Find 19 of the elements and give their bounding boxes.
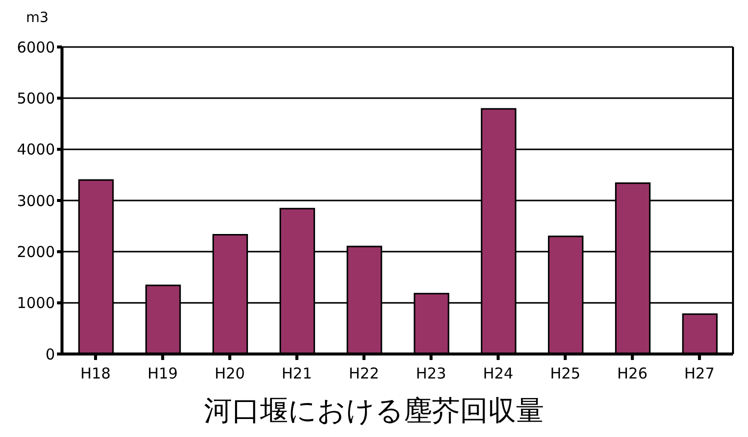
x-tick-label: H19 [147,364,178,383]
y-tick-label: 0 [45,345,55,364]
x-tick-label: H18 [80,364,111,383]
x-tick-label: H27 [684,364,715,383]
text: 河口堰における塵芥回収量 [203,393,545,429]
y-tick-label: 4000 [16,140,55,159]
x-tick-label: H26 [617,364,648,383]
y-tick-label: 6000 [16,38,55,56]
y-axis-title: m3 [26,10,49,26]
x-tick-label: H20 [214,364,245,383]
y-tick-label: 5000 [16,89,55,108]
y-tick-label: 3000 [16,192,55,210]
x-tick-label: H23 [416,364,446,383]
x-tick-label: H22 [348,364,380,383]
x-tick-label: H24 [482,364,514,383]
y-tick-label: 1000 [16,294,55,312]
y-tick-label: 2000 [16,242,55,261]
x-tick-label: H21 [282,364,312,383]
x-tick-label: H25 [550,364,580,383]
